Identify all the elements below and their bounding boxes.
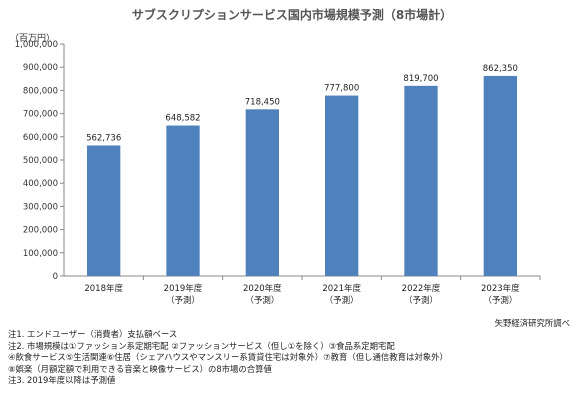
x-tick-note: （予測） [245,295,279,306]
source-credit: 矢野経済研究所調べ [494,318,570,328]
y-tick-label: 1,000,000 [15,40,58,50]
footnote-2-continued: ④飲食サービス⑤生活関連⑥住居（シェアハウスやマンスリー系賃貸住宅は対象外）⑦教… [8,352,448,363]
x-tick-label: 2022年度 [402,283,441,294]
chart-axes [63,44,540,277]
bar [166,125,200,276]
footnote-2-end: ⑧娯楽（月額定額で利用できる音楽と映像サービス）の8市場の合算値 [8,363,272,374]
x-tick-label: 2023年度 [481,283,520,294]
y-tick-label: 500,000 [23,156,58,166]
data-labels: 562,736 648,582 718,450 777,800 819,700 862,3… [86,64,518,144]
bar [325,95,359,276]
footnotes: 注1. エンドユーザー（消費者）支払額ベース 注2. 市場規模は①ファッション系… [8,329,580,387]
bar-value-label: 777,800 [324,84,359,94]
bar-chart: 0 100,000 200,000 300,000 400,000 500,000 600,… [15,40,541,306]
x-tick-label: 2019年度 [164,283,203,294]
bar [245,109,279,276]
y-tick-label: 300,000 [23,202,58,212]
bar [404,85,438,277]
x-tick-note: （予測） [325,295,359,306]
x-tick-label: 2021年度 [322,283,361,294]
footnote-2: 注2. 市場規模は①ファッション系定期宅配 ②ファッションサービス（但し①を除く… [8,340,395,351]
y-tick-label: 400,000 [23,179,58,189]
bar-series [87,75,517,277]
y-tick-label: 0 [53,272,58,282]
y-tick-label: 600,000 [23,133,58,143]
footnote-3: 注3. 2019年度以降は予測値 [8,375,116,386]
x-tick-note: （予測） [483,295,517,306]
y-axis-unit-label: （百万円） [10,34,56,44]
x-axis-ticks: 2018年度 2019年度（予測）2020年度（予測）2021年度（予測）2022… [84,276,541,306]
footnote-1: 注1. エンドユーザー（消費者）支払額ベース [8,329,178,339]
x-tick-note: （予測） [404,295,438,306]
bar [483,75,517,276]
x-tick-label: 2020年度 [243,283,282,294]
y-tick-label: 100,000 [23,249,58,259]
chart-title: サブスクリプションサービス国内市場規模予測（8市場計） [131,8,453,22]
y-tick-label: 200,000 [23,226,58,236]
y-axis-ticks: 0 100,000 200,000 300,000 400,000 500,000 600,… [15,40,64,282]
y-tick-label: 800,000 [23,86,58,96]
y-tick-label: 700,000 [23,110,58,120]
bar-value-label: 862,350 [483,64,518,74]
x-tick-label: 2018年度 [84,283,123,294]
y-tick-label: 900,000 [23,63,58,73]
bar [87,145,121,276]
x-tick-note: （予測） [166,295,200,306]
bar-value-label: 562,736 [86,133,121,143]
bar-value-label: 718,450 [245,97,280,107]
bar-value-label: 648,582 [165,114,200,124]
bar-value-label: 819,700 [403,74,438,84]
